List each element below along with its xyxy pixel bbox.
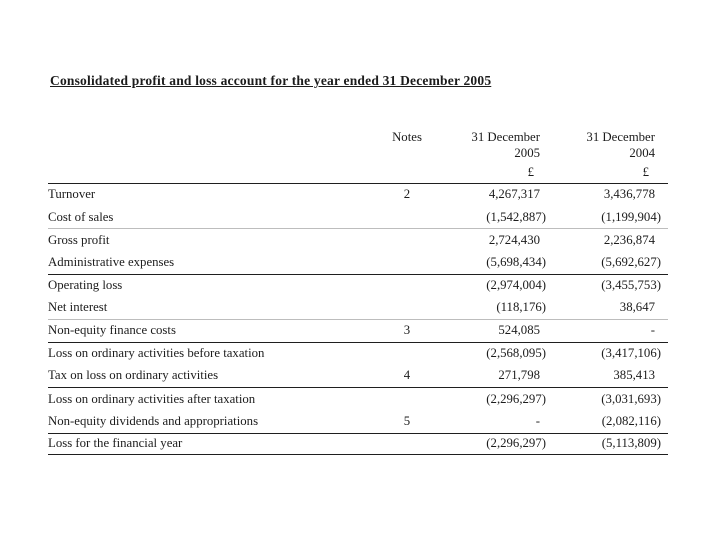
header-notes: Notes	[392, 130, 422, 144]
row-value-2004: (5,113,809)	[601, 436, 661, 451]
row-label: Net interest	[48, 300, 108, 315]
header-col-2005-line1: 31 December	[471, 130, 540, 144]
currency-row: £ £	[48, 162, 668, 183]
row-value-2004: (2,082,116)	[601, 413, 661, 428]
table-row: Loss on ordinary activities after taxati…	[48, 387, 668, 410]
row-value-2004: (3,455,753)	[601, 278, 661, 293]
row-value-2005: -	[535, 413, 540, 428]
row-value-2004: (3,417,106)	[601, 346, 661, 361]
row-label: Administrative expenses	[48, 254, 175, 269]
row-value-2005: (1,542,887)	[486, 209, 546, 224]
header-col-2004: 31 December 2004	[546, 129, 661, 161]
header-col-2005-line2: 2005	[514, 146, 540, 160]
row-value-2005: 271,798	[498, 368, 540, 383]
table-row: Cost of sales (1,542,887) (1,199,904)	[48, 206, 668, 229]
row-value-2005: (2,296,297)	[486, 391, 546, 406]
row-label: Gross profit	[48, 232, 110, 247]
row-label: Cost of sales	[48, 209, 114, 224]
row-note: 3	[403, 323, 411, 338]
currency-symbol-2004: £	[642, 165, 649, 179]
row-note: 4	[403, 368, 411, 383]
row-value-2005: 4,267,317	[488, 187, 540, 202]
row-value-2005: 524,085	[498, 323, 540, 338]
table-row: Tax on loss on ordinary activities 4 271…	[48, 365, 668, 388]
row-label: Turnover	[48, 187, 96, 202]
table-row: Net interest (118,176) 38,647	[48, 296, 668, 319]
row-value-2005: (2,974,004)	[486, 278, 546, 293]
row-value-2005: (118,176)	[496, 300, 546, 315]
table-row: Loss for the financial year (2,296,297) …	[48, 432, 668, 456]
row-value-2004: (5,692,627)	[601, 254, 661, 269]
row-value-2005: (5,698,434)	[486, 254, 546, 269]
table-row: Non-equity finance costs 3 524,085 -	[48, 319, 668, 342]
table-body: Turnover 2 4,267,317 3,436,778 Cost of s…	[48, 183, 668, 456]
row-value-2005: (2,296,297)	[486, 436, 546, 451]
row-label: Loss on ordinary activities before taxat…	[48, 346, 265, 361]
page-title: Consolidated profit and loss account for…	[50, 73, 492, 88]
table-row: Administrative expenses (5,698,434) (5,6…	[48, 251, 668, 274]
table-header: Notes 31 December 2005 31 December 2004	[48, 126, 668, 162]
table-row: Loss on ordinary activities before taxat…	[48, 341, 668, 365]
row-value-2004: (3,031,693)	[601, 391, 661, 406]
row-label: Non-equity dividends and appropriations	[48, 413, 259, 428]
currency-symbol-2005: £	[527, 165, 534, 179]
row-value-2004: (1,199,904)	[601, 209, 661, 224]
table-row: Turnover 2 4,267,317 3,436,778	[48, 183, 668, 206]
row-value-2004: 2,236,874	[603, 232, 655, 247]
table-row: Gross profit 2,724,430 2,236,874	[48, 228, 668, 251]
row-label: Loss for the financial year	[48, 436, 183, 451]
row-value-2004: 3,436,778	[603, 187, 655, 202]
row-value-2005: (2,568,095)	[486, 346, 546, 361]
row-value-2004: 385,413	[613, 368, 655, 383]
header-col-2004-line1: 31 December	[586, 130, 655, 144]
row-label: Non-equity finance costs	[48, 323, 176, 338]
header-col-2005: 31 December 2005	[431, 129, 546, 161]
row-value-2004: 38,647	[619, 300, 655, 315]
table-row: Operating loss (2,974,004) (3,455,753)	[48, 273, 668, 297]
row-label: Operating loss	[48, 278, 123, 293]
row-label: Loss on ordinary activities after taxati…	[48, 391, 256, 406]
row-note: 2	[403, 187, 411, 202]
row-value-2004: -	[650, 323, 655, 338]
row-value-2005: 2,724,430	[488, 232, 540, 247]
table-row: Non-equity dividends and appropriations …	[48, 410, 668, 433]
profit-and-loss-table: Notes 31 December 2005 31 December 2004 £ …	[48, 126, 668, 456]
header-col-2004-line2: 2004	[629, 146, 655, 160]
row-label: Tax on loss on ordinary activities	[48, 368, 219, 383]
row-note: 5	[403, 413, 411, 428]
